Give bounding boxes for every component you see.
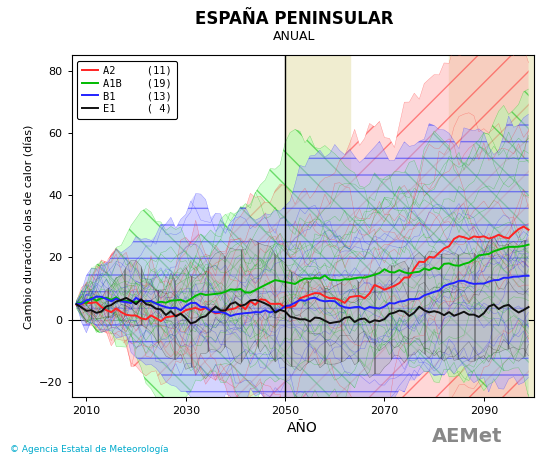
Bar — [285, 55, 350, 397]
X-axis label: AÑO: AÑO — [287, 420, 318, 435]
Y-axis label: Cambio duración olas de calor (días): Cambio duración olas de calor (días) — [25, 124, 35, 328]
Bar — [449, 55, 534, 397]
Legend: A2     (11), A1B    (19), B1     (13), E1     ( 4): A2 (11), A1B (19), B1 (13), E1 ( 4) — [76, 61, 177, 119]
Text: © Agencia Estatal de Meteorología: © Agencia Estatal de Meteorología — [10, 445, 168, 454]
Text: AEMet: AEMet — [432, 427, 503, 446]
Text: ESPAÑA PENINSULAR: ESPAÑA PENINSULAR — [195, 10, 393, 28]
Text: ANUAL: ANUAL — [273, 30, 316, 43]
